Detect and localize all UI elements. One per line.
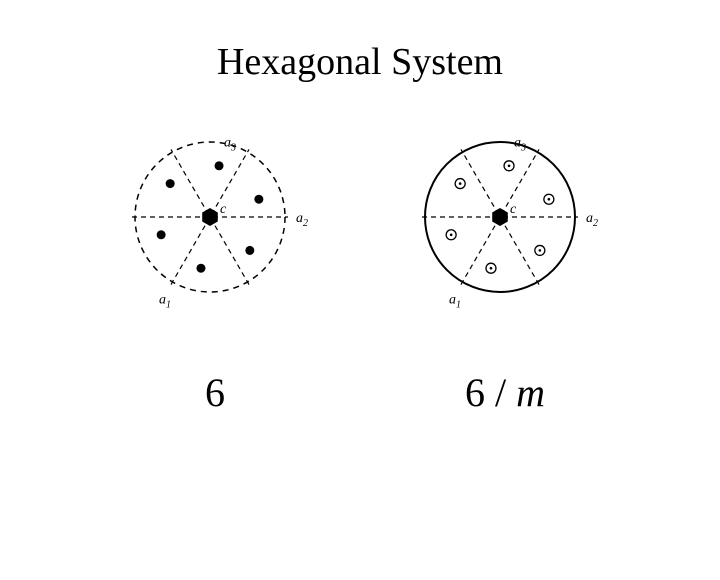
svg-text:a2: a2 (296, 211, 308, 229)
figure-row: a2a3a1c 6 a2a3a1c 6 / m (0, 114, 720, 416)
figure-right: a2a3a1c 6 / m (400, 114, 610, 416)
caption-left: 6 (110, 369, 320, 416)
svg-text:a2: a2 (586, 211, 598, 229)
svg-text:c: c (510, 202, 517, 217)
figure-left: a2a3a1c 6 (110, 114, 320, 416)
svg-text:a1: a1 (159, 292, 171, 310)
stereographic-left: a2a3a1c (110, 114, 320, 324)
caption-right-sep: / (495, 370, 506, 415)
page-title: Hexagonal System (0, 40, 720, 84)
svg-text:c: c (220, 202, 227, 217)
caption-right-letter: m (516, 370, 545, 415)
caption-right: 6 / m (400, 369, 610, 416)
caption-right-num: 6 (465, 370, 485, 415)
stereographic-right: a2a3a1c (400, 114, 610, 324)
svg-text:a1: a1 (449, 292, 461, 310)
